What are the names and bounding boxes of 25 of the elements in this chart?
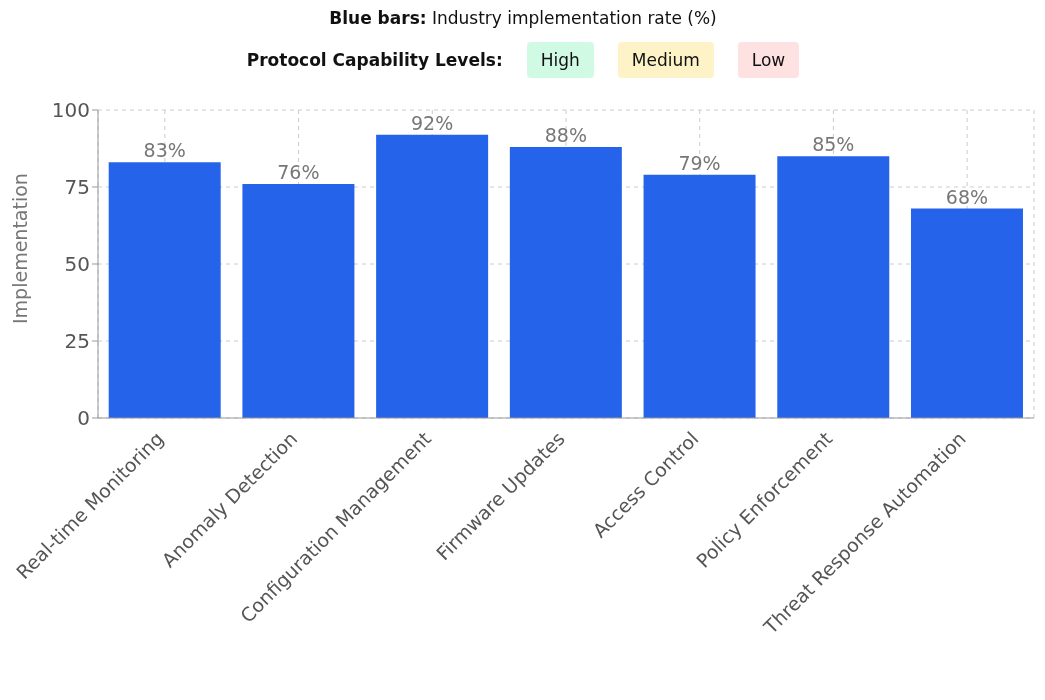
text: Medium: [617, 42, 714, 78]
data-label: 76%: [277, 160, 320, 183]
y-tick-label: 25: [64, 329, 90, 354]
data-label: 79%: [678, 151, 721, 174]
bar: [242, 183, 355, 418]
data-label: 88%: [544, 123, 587, 146]
bar: [376, 134, 489, 418]
text: Protocol Capability Levels:: [246, 50, 503, 70]
text: High: [526, 42, 594, 78]
bar: [910, 208, 1023, 418]
bar: [643, 174, 756, 418]
data-label: 85%: [812, 133, 855, 156]
y-axis-title: Implementation: [8, 173, 31, 324]
y-tick-label: 0: [77, 406, 90, 431]
bar: [777, 156, 890, 418]
data-label: 92%: [411, 111, 454, 134]
data-label: 68%: [945, 185, 989, 208]
bar: [509, 146, 622, 418]
text: Blue bars: Industry implementation rate (%): [328, 8, 718, 28]
y-tick-label: 100: [51, 98, 90, 123]
data-label: 83%: [143, 139, 186, 162]
y-tick-label: 75: [64, 175, 90, 200]
bar: [108, 162, 221, 418]
y-tick-label: 50: [64, 252, 90, 277]
text: Low: [737, 42, 800, 78]
